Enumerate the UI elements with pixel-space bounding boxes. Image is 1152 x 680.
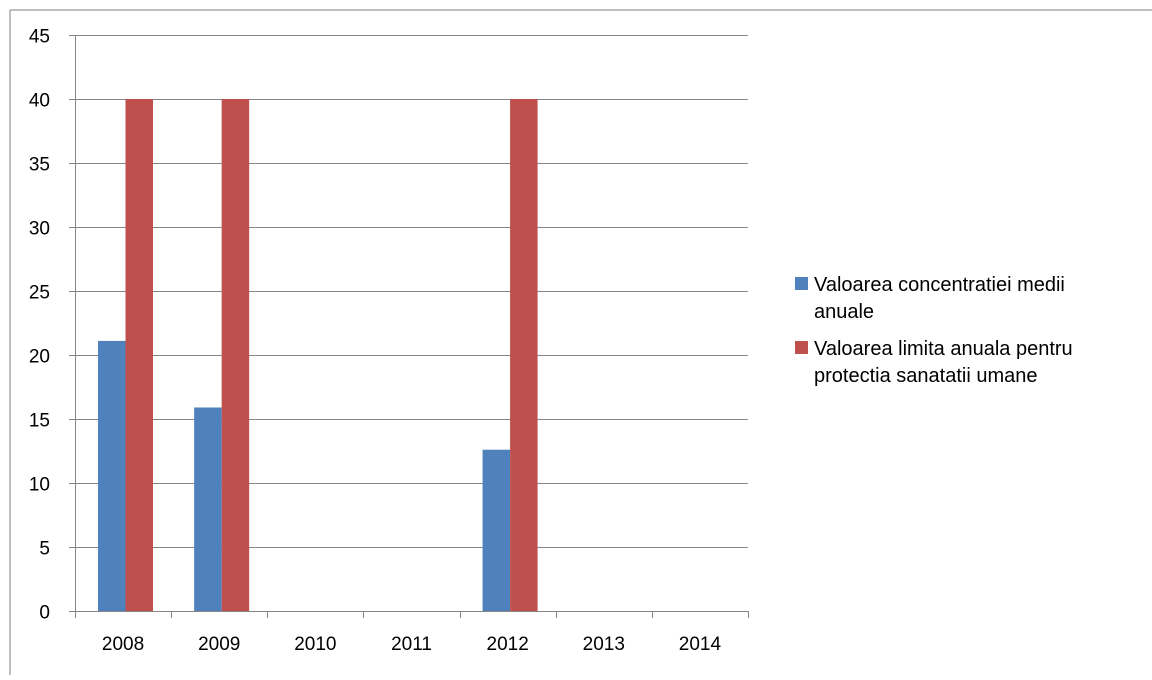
y-tick-label: 30 (29, 219, 50, 240)
bar-concentratie-2008 (98, 340, 126, 611)
y-tick-label: 10 (29, 475, 50, 496)
y-tick-label: 20 (29, 347, 50, 368)
chart-frame (9, 9, 1152, 675)
bar-limita-2009 (221, 99, 250, 611)
legend-label-line: Valoarea concentratiei medii (814, 274, 1065, 296)
y-tick-label: 40 (29, 91, 50, 112)
legend: Valoarea concentratiei medii anuale Valoar… (795, 274, 1073, 387)
bars (98, 99, 538, 611)
bar-concentratie-2012 (482, 449, 511, 611)
grid-lines (75, 35, 748, 548)
y-tick-label: 45 (29, 27, 50, 48)
tick-labels: 0 5 10 15 20 25 30 35 40 45 2008 2009 2010 2011 2012 20… (29, 27, 722, 656)
y-tick-label: 0 (39, 603, 50, 624)
x-tick-label: 2010 (294, 634, 336, 655)
legend-label-line: anuale (814, 301, 874, 323)
legend-swatch (795, 277, 808, 290)
y-tick-label: 35 (29, 155, 50, 176)
x-tick-label: 2014 (679, 634, 722, 655)
axes (69, 35, 749, 618)
legend-label-line: Valoarea limita anuala pentru (814, 338, 1073, 360)
y-tick-label: 15 (29, 411, 50, 432)
y-tick-label: 5 (39, 539, 50, 560)
y-tick-label: 25 (29, 283, 50, 304)
x-tick-label: 2011 (391, 634, 432, 655)
legend-swatch (795, 341, 808, 354)
x-tick-label: 2012 (487, 634, 529, 655)
bar-limita-2012 (510, 99, 538, 611)
x-tick-label: 2009 (198, 634, 240, 655)
legend-label-line: protectia sanatatii umane (814, 365, 1037, 387)
bar-limita-2008 (125, 99, 153, 611)
x-tick-label: 2013 (583, 634, 625, 655)
x-tick-label: 2008 (102, 634, 144, 655)
bar-concentratie-2009 (194, 407, 222, 611)
